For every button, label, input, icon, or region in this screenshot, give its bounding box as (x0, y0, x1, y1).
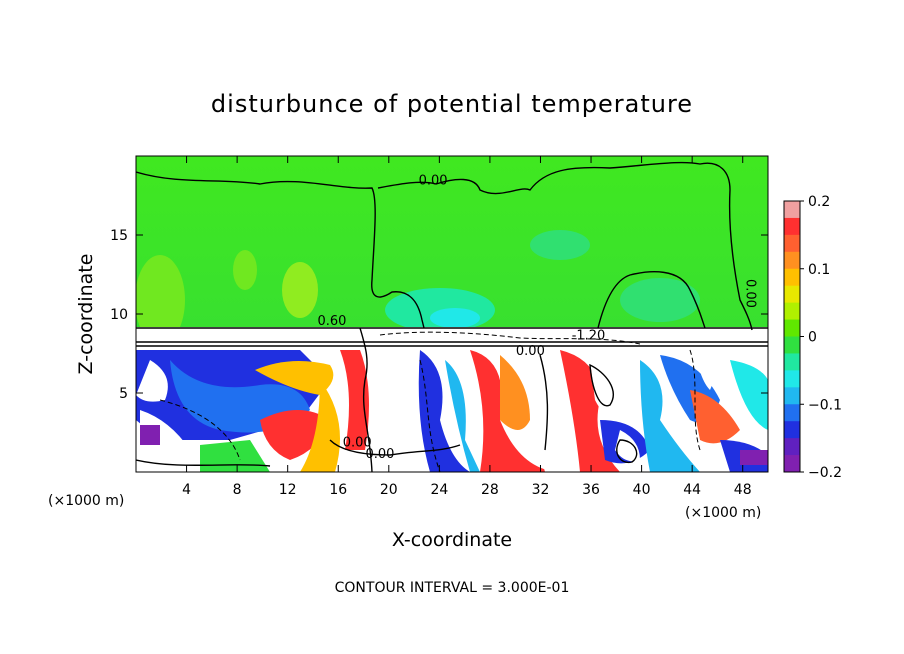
colorbar-tick-label: −0.1 (808, 397, 842, 413)
colorbar-swatch (784, 336, 800, 354)
contour-label: 0.00 (516, 344, 545, 359)
field-patch (740, 450, 768, 465)
contour-line-dashed (379, 331, 641, 345)
colorbar-swatch (784, 268, 800, 287)
plot-area (136, 156, 768, 472)
colorbar-swatch (784, 251, 800, 270)
colorbar: 0.2 0.1 0 −0.1 −0.2 (783, 194, 842, 481)
field-patch (560, 350, 620, 472)
chart-title: disturbunce of potential temperature (211, 90, 693, 118)
field-patch (260, 410, 330, 460)
x-axis: 4 8 12 16 20 24 28 32 36 40 44 48 (182, 156, 752, 498)
contour-line (589, 363, 614, 407)
x-tick-label: 24 (430, 482, 448, 498)
x-tick-label: 12 (279, 482, 297, 498)
field-patch (530, 230, 590, 260)
x-tick-label: 8 (233, 482, 242, 498)
colorbar-swatch (784, 285, 800, 304)
field-patch (233, 250, 257, 290)
upper-contour-band (136, 327, 768, 345)
x-tick-label: 44 (683, 482, 701, 498)
field-patch (255, 361, 334, 395)
colorbar-swatch (784, 217, 800, 236)
colorbar-tick-label: −0.2 (808, 465, 842, 481)
colorbar-tick-label: 0 (808, 330, 817, 346)
contour-lines (136, 161, 768, 472)
x-tick-label: 40 (633, 482, 651, 498)
y-tick-label: 15 (110, 228, 128, 244)
field-patch (730, 360, 768, 430)
field-patch (136, 360, 168, 402)
y-tick-label: 10 (110, 307, 128, 323)
contour-line (539, 354, 549, 451)
x-tick-label: 28 (481, 482, 499, 498)
field-patch (590, 360, 630, 418)
field-patch (430, 308, 480, 328)
contour-label: 0.00 (365, 447, 394, 462)
field-patch (615, 430, 640, 462)
contour-line-dashed (419, 359, 441, 472)
colorbar-swatch (784, 387, 800, 405)
x-tick-label: 32 (532, 482, 550, 498)
contour-interval-note: CONTOUR INTERVAL = 3.000E-01 (335, 580, 570, 596)
field-patch (140, 425, 160, 445)
contour-labels: 0.000.000.60-1.200.000.000.00 (317, 173, 757, 461)
field-patch (200, 440, 270, 472)
field-patch (695, 350, 714, 390)
contour-line (377, 161, 753, 331)
field-patch (500, 355, 530, 430)
x-tick-label: 48 (734, 482, 752, 498)
field-patch (620, 278, 700, 322)
colorbar-swatch (784, 234, 800, 253)
y-axis-unit: (×1000 m) (685, 505, 761, 521)
field-patch (140, 410, 190, 466)
colorbar-swatch (784, 353, 800, 371)
contour-label: -1.20 (572, 328, 606, 343)
field-patch (300, 380, 340, 472)
field-patch (282, 262, 318, 318)
colorbar-swatch (784, 421, 800, 439)
contour-line (597, 271, 706, 329)
colorbar-swatch (784, 319, 800, 337)
x-tick-label: 36 (582, 482, 600, 498)
field-patch (370, 355, 430, 472)
field-patch (445, 360, 480, 472)
contour-line (616, 439, 638, 464)
field-patch (640, 360, 700, 472)
contour-label: 0.00 (743, 279, 758, 308)
contour-line (359, 327, 373, 472)
colorbar-tick-label: 0.1 (808, 262, 830, 278)
contour-label: 0.00 (419, 173, 448, 188)
colorbar-swatch (784, 370, 800, 388)
colorbar-swatch (784, 302, 800, 321)
negative-contours (159, 331, 701, 472)
colorbar-swatch (784, 455, 800, 473)
x-axis-label: X-coordinate (392, 529, 512, 551)
contour-line (136, 171, 425, 329)
contour-line-dashed (159, 399, 241, 461)
y-tick-label: 5 (119, 386, 128, 402)
colorbar-swatch (784, 201, 800, 219)
y-axis: 5 10 15 (110, 228, 768, 402)
colorbar-tick-label: 0.2 (808, 194, 830, 210)
contour-line-dashed (689, 349, 701, 451)
x-axis-unit: (×1000 m) (48, 493, 124, 509)
lower-turbulence (136, 350, 768, 472)
field-patch (340, 350, 369, 450)
field-patch (530, 355, 580, 472)
field-patch (470, 350, 560, 472)
contour-label: 0.00 (343, 436, 372, 451)
x-tick-label: 16 (329, 482, 347, 498)
contour-label: 0.60 (317, 314, 346, 329)
x-tick-label: 4 (182, 482, 191, 498)
colorbar-swatch (784, 404, 800, 422)
field-patch (136, 255, 185, 345)
contour-line (329, 439, 461, 456)
x-tick-label: 20 (380, 482, 398, 498)
field-patch (690, 390, 740, 444)
contour-line (136, 459, 271, 467)
colorbar-swatch (784, 438, 800, 456)
y-axis-label: Z-coordinate (75, 254, 97, 375)
